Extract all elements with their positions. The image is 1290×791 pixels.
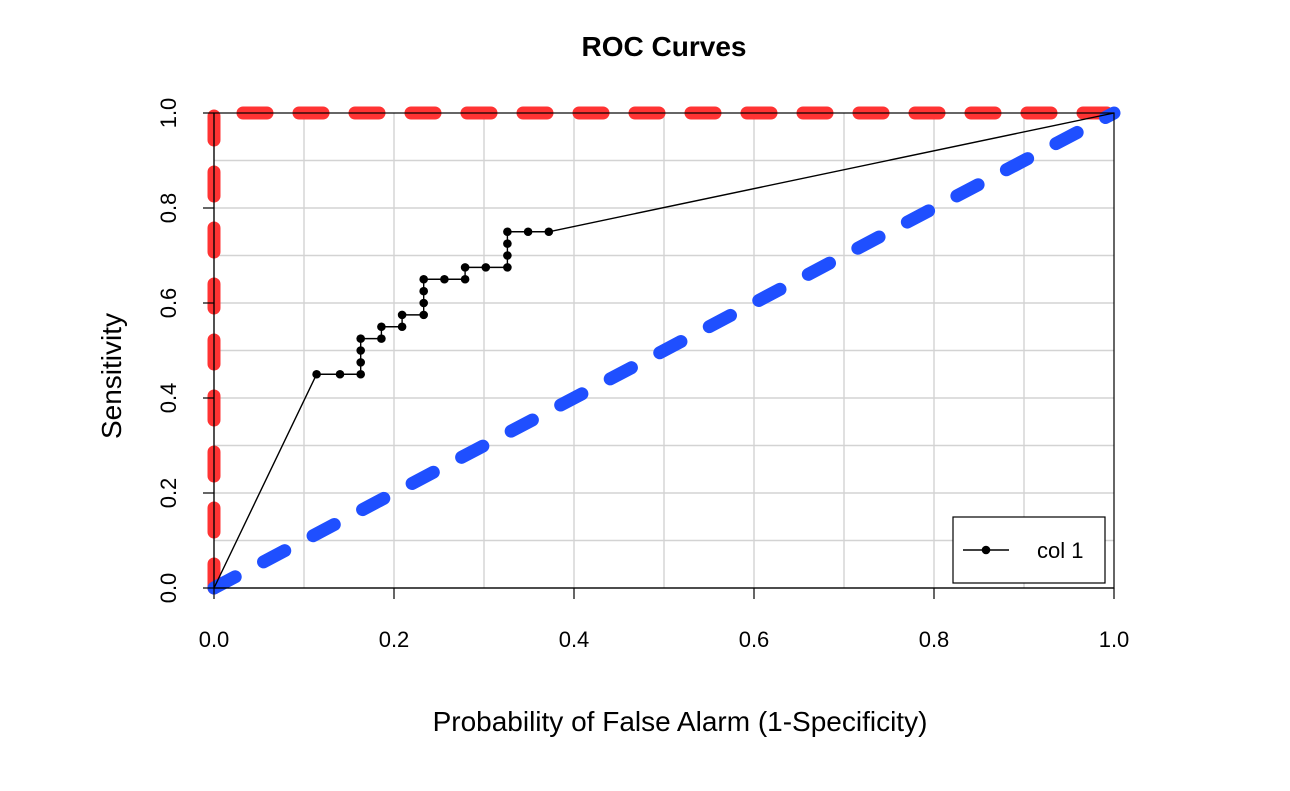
y-tick-label-1: 0.2	[156, 478, 181, 509]
series-0-point-4	[356, 358, 366, 367]
series-0-point-8	[377, 322, 386, 332]
axes: 0.0 0.2 0.4 0.6 0.8 1.0 0.0 0.2 0.4 0.6 0.8 1.0	[156, 98, 1129, 652]
series-0-point-7	[377, 334, 386, 343]
reference-line-chance	[207, 106, 1121, 595]
series-0-point-2	[335, 369, 345, 379]
y-tick-label-2: 0.4	[156, 383, 181, 414]
y-tick-label-3: 0.6	[156, 288, 181, 319]
series-0-point-18	[481, 263, 491, 272]
series-0-point-20	[503, 251, 512, 260]
grid	[214, 113, 1114, 588]
series-0-point-10	[397, 310, 407, 320]
x-tick-label-5: 1.0	[1099, 627, 1130, 652]
y-tick-label-4: 0.8	[156, 193, 181, 224]
series-layer	[213, 112, 1115, 589]
legend-marker-0	[981, 545, 991, 555]
x-tick-label-4: 0.8	[919, 627, 950, 652]
chart-title: ROC Curves	[582, 31, 747, 62]
x-axis-label: Probability of False Alarm (1-Specificit…	[433, 706, 928, 737]
x-tick-label-3: 0.6	[739, 627, 770, 652]
series-0-point-23	[523, 227, 533, 237]
y-tick-label-5: 1.0	[156, 98, 181, 129]
series-0-point-1	[312, 369, 321, 379]
series-0-point-9	[397, 322, 407, 332]
series-0-point-13	[419, 286, 429, 296]
series-0-point-6	[356, 334, 366, 343]
x-tick-label-1: 0.2	[379, 627, 410, 652]
series-0-point-16	[460, 274, 470, 284]
y-axis-label: Sensitivity	[96, 313, 127, 439]
series-0-point-3	[356, 369, 366, 379]
series-0-point-15	[440, 274, 449, 284]
legend-label-0: col 1	[1037, 538, 1083, 563]
y-tick-label-0: 0.0	[156, 573, 181, 604]
series-0-point-22	[503, 227, 512, 237]
x-tick-label-0: 0.0	[199, 627, 230, 652]
series-0-point-21	[503, 239, 512, 248]
series-0-point-5	[356, 346, 366, 355]
series-0-point-17	[460, 263, 470, 272]
legend: col 1	[952, 516, 1106, 584]
series-0-point-24	[544, 227, 554, 237]
series-0-point-12	[419, 298, 429, 308]
series-0-point-11	[419, 310, 429, 320]
x-tick-label-2: 0.4	[559, 627, 590, 652]
series-0-point-14	[419, 274, 429, 284]
series-0-point-19	[503, 263, 512, 272]
